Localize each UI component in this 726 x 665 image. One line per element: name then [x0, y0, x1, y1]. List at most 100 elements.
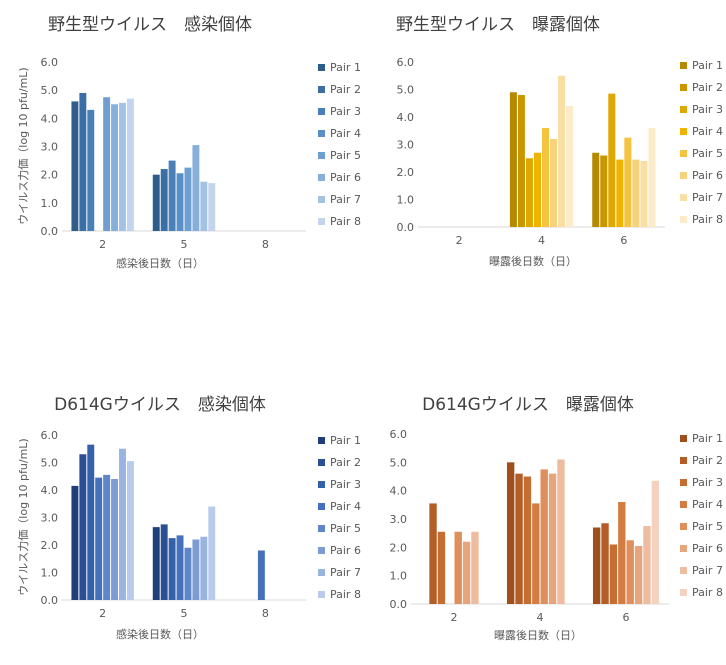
legend-label: Pair 1: [692, 432, 723, 445]
bar: [566, 106, 574, 227]
x-tick-label: 6: [623, 611, 630, 624]
bar: [200, 181, 208, 231]
bar: [533, 152, 541, 227]
x-tick-label: 2: [99, 238, 106, 251]
legend-swatch: [680, 150, 687, 157]
legend-label: Pair 4: [330, 127, 361, 140]
x-tick-label: 8: [262, 607, 269, 620]
bar: [624, 137, 632, 227]
bar: [200, 536, 208, 600]
x-tick-label: 8: [262, 238, 269, 251]
x-axis-label: 感染後日数（日）: [116, 627, 204, 641]
y-tick-label: 1.0: [41, 567, 59, 580]
y-tick-label: 6.0: [397, 56, 415, 69]
chart-title: 野生型ウイルス 感染個体: [48, 15, 252, 35]
bar: [517, 95, 525, 227]
bar: [437, 531, 446, 604]
bar: [160, 524, 168, 600]
legend-swatch: [680, 567, 687, 574]
bar: [87, 109, 95, 231]
bar: [643, 526, 651, 604]
y-tick-label: 5.0: [390, 456, 408, 469]
bar: [111, 479, 119, 600]
x-tick-label: 2: [456, 234, 463, 247]
y-tick-label: 3.0: [41, 141, 59, 154]
legend-label: Pair 3: [692, 476, 723, 489]
bar: [532, 503, 540, 604]
bar: [509, 92, 517, 227]
legend-label: Pair 4: [692, 498, 723, 511]
bar: [160, 169, 168, 231]
bar: [454, 531, 462, 604]
legend-label: Pair 8: [692, 586, 723, 599]
bar: [71, 485, 79, 600]
legend-label: Pair 2: [692, 81, 723, 94]
y-axis-label: ウイルス力価（log 10 pfu/mL): [17, 67, 30, 224]
chart-title: 野生型ウイルス 曝露個体: [396, 15, 600, 35]
legend-swatch: [680, 589, 687, 596]
legend-label: Pair 2: [330, 456, 361, 469]
y-tick-label: 1.0: [397, 194, 415, 207]
y-tick-label: 2.0: [41, 539, 59, 552]
chart-panel-wild-infected: 野生型ウイルス 感染個体 0.0 1.0 2.0 3.0 4.0 5.0 6.0 2 5 8 感染後日…: [0, 0, 363, 280]
bar: [152, 527, 160, 600]
x-tick-label: 5: [181, 238, 188, 251]
chart-panel-wild-exposed: 野生型ウイルス 曝露個体 0.0 1.0 2.0 3.0 4.0 5.0 6.0 2 4 6 曝露後日…: [363, 0, 726, 280]
bar: [515, 473, 523, 604]
y-tick-label: 2.0: [397, 166, 415, 179]
bar: [592, 152, 600, 227]
legend-label: Pair 6: [330, 544, 361, 557]
legend-swatch: [318, 481, 325, 488]
y-tick-label: 4.0: [390, 485, 408, 498]
bar: [616, 159, 624, 227]
x-tick-label: 2: [451, 611, 458, 624]
legend-swatch: [318, 525, 325, 532]
legend-label: Pair 2: [330, 83, 361, 96]
bar: [71, 101, 79, 231]
chart-title: D614Gウイルス 曝露個体: [422, 395, 634, 415]
y-tick-label: 5.0: [397, 84, 415, 97]
bar: [103, 474, 111, 600]
legend-swatch: [680, 435, 687, 442]
bar: [176, 173, 184, 231]
y-tick-label: 2.0: [390, 541, 408, 554]
y-tick-label: 1.0: [41, 197, 59, 210]
legend-swatch: [680, 62, 687, 69]
legend-label: Pair 3: [330, 105, 361, 118]
y-tick-label: 4.0: [397, 111, 415, 124]
y-tick-label: 0.0: [41, 594, 59, 607]
legend-label: Pair 4: [330, 500, 361, 513]
bar: [184, 167, 192, 231]
y-tick-label: 6.0: [41, 429, 59, 442]
y-tick-label: 3.0: [390, 513, 408, 526]
y-tick-label: 4.0: [41, 484, 59, 497]
x-tick-label: 2: [99, 607, 106, 620]
bar: [609, 544, 618, 604]
bar: [79, 454, 87, 600]
legend-label: Pair 6: [330, 171, 361, 184]
bar: [168, 538, 176, 600]
legend-label: Pair 1: [330, 434, 361, 447]
x-tick-label: 6: [620, 234, 627, 247]
legend-swatch: [680, 172, 687, 179]
chart-panel-d614g-infected: D614Gウイルス 感染個体 0.0 1.0 2.0 3.0 4.0 5.0 6.0 2 5 8 感染…: [0, 380, 363, 661]
legend-swatch: [318, 152, 325, 159]
legend-swatch: [680, 457, 687, 464]
legend-swatch: [680, 128, 687, 135]
legend-label: Pair 3: [330, 478, 361, 491]
legend-label: Pair 6: [692, 542, 723, 555]
legend-swatch: [318, 64, 325, 71]
chart-title: D614Gウイルス 感染個体: [54, 395, 266, 415]
bar: [87, 444, 95, 600]
legend-swatch: [318, 459, 325, 466]
bar: [540, 469, 548, 604]
legend-label: Pair 8: [692, 213, 723, 226]
bar: [471, 531, 479, 604]
bar: [548, 473, 557, 604]
legend-label: Pair 5: [330, 149, 361, 162]
bar: [506, 462, 515, 604]
legend-swatch: [680, 545, 687, 552]
y-tick-label: 4.0: [41, 112, 59, 125]
legend-swatch: [318, 591, 325, 598]
y-tick-label: 0.0: [41, 225, 59, 238]
